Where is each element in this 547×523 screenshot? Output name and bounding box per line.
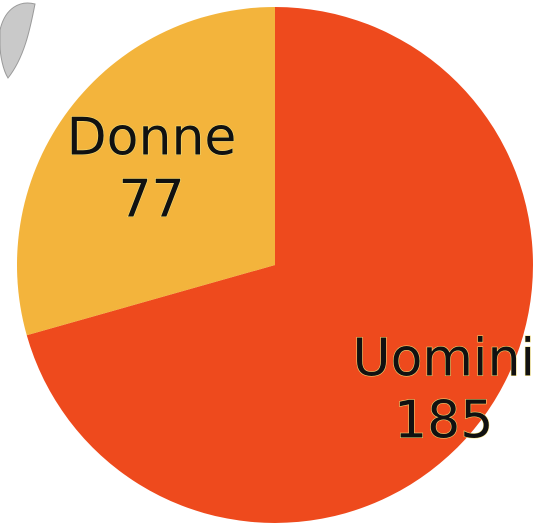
slice-label: Uomini — [353, 329, 535, 389]
slice-value: 77 — [118, 170, 184, 230]
slice-value: 185 — [394, 391, 493, 451]
chart: Uomini185 Donne77 — [0, 0, 547, 523]
decoration — [0, 3, 35, 78]
page: Uomini185Donne77 (() => { const data = J… — [0, 0, 547, 523]
slice-label: Donne — [67, 108, 237, 168]
